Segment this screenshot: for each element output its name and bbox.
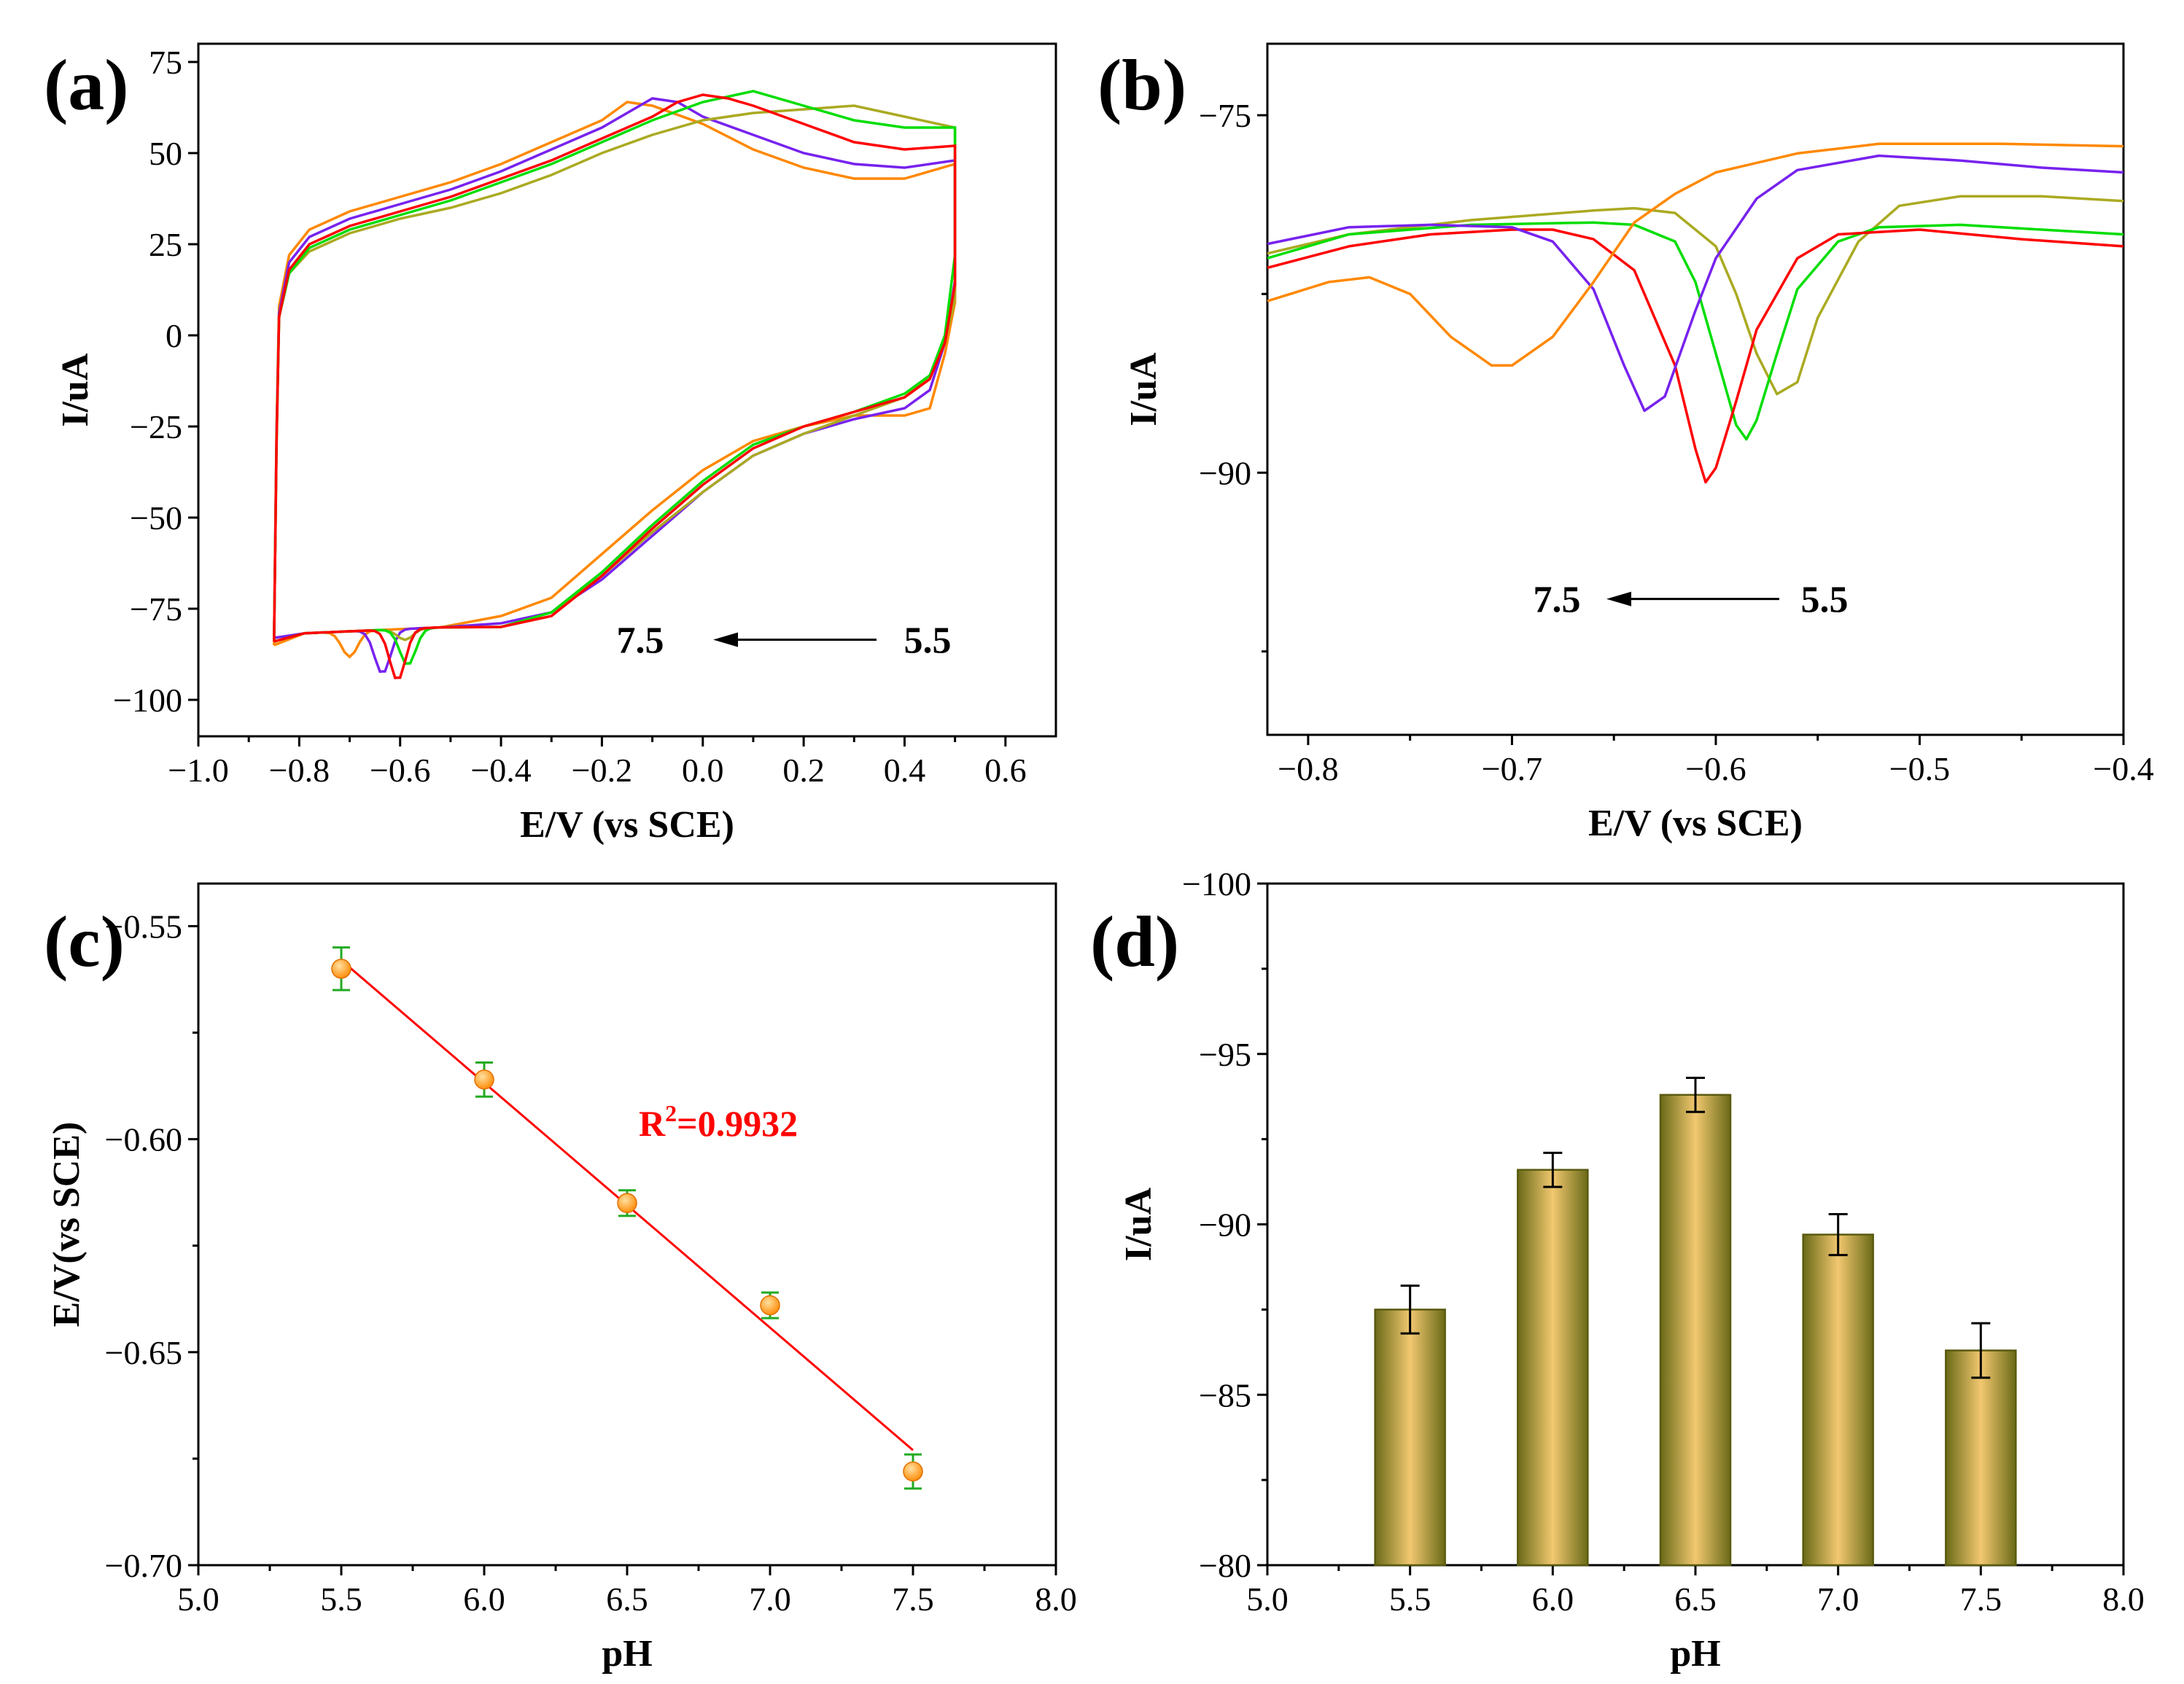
x-tick-label: 7.0: [1817, 1580, 1859, 1618]
x-tick-label: 5.5: [320, 1580, 362, 1618]
r-squared-value: =0.9932: [677, 1103, 798, 1144]
annotation-ph-high: 7.5: [1534, 580, 1581, 621]
r-squared-superscript: 2: [665, 1100, 677, 1126]
bar: [1517, 1169, 1589, 1567]
bar: [1659, 1094, 1732, 1567]
x-tick-label: −1.0: [168, 752, 228, 789]
x-tick-label: −0.6: [370, 752, 430, 789]
arrow-head: [1606, 591, 1631, 607]
annotation-ph-low: 5.5: [1801, 580, 1849, 621]
y-tick-label: −90: [1199, 1207, 1251, 1244]
y-tick-label: −25: [130, 408, 182, 445]
data-point: [331, 959, 351, 979]
y-tick-label: 50: [149, 135, 182, 172]
x-tick-label: −0.8: [269, 752, 330, 789]
r-squared-label: R2=0.9932: [639, 1100, 798, 1144]
y-axis-label: I/uA: [1123, 352, 1165, 426]
panel-label: (a): [44, 44, 129, 125]
y-tick-label: −0.70: [105, 1547, 182, 1584]
x-axis-label: pH: [602, 1633, 652, 1675]
data-point: [760, 1295, 780, 1316]
plot-frame: [197, 42, 1057, 738]
x-axis-label: E/V (vs SCE): [1588, 803, 1803, 844]
cv-curve-series: [273, 93, 957, 679]
y-tick-label: 25: [149, 226, 182, 263]
x-tick-label: 7.5: [892, 1580, 934, 1618]
r-squared-symbol: R: [639, 1103, 666, 1144]
bar: [1802, 1233, 1874, 1567]
x-tick-label: 5.0: [177, 1580, 219, 1618]
panel-c: 5.0 5.5 6.0 6.5 7.0 7.5 8.0 −0.55 −0.60 −0.65 −0.7…: [44, 882, 1077, 1675]
data-point: [903, 1461, 923, 1482]
x-tick-label: −0.2: [572, 752, 632, 789]
plot-frame: [1266, 42, 2125, 736]
dpv-curve-series: [1267, 228, 2124, 484]
x-tick-label: 0.6: [984, 752, 1027, 789]
y-tick-label: −75: [1199, 97, 1251, 134]
y-tick-label: −95: [1199, 1036, 1251, 1073]
y-tick-label: 0: [166, 317, 182, 354]
dpv-curve-series: [1267, 154, 2124, 413]
y-tick-label: −90: [1199, 454, 1251, 491]
y-tick-label: −50: [130, 499, 182, 537]
bar: [1945, 1349, 2017, 1567]
y-tick-label: −85: [1199, 1376, 1251, 1414]
x-tick-label: 0.0: [682, 752, 724, 789]
panel-label: (b): [1097, 44, 1186, 125]
y-tick-label: −100: [113, 682, 182, 719]
panel-b: −0.8 −0.7 −0.6 −0.5 −0.4 −75 −90 E/V (vs SCE) I/…: [1097, 42, 2154, 844]
y-tick-label: −0.60: [105, 1121, 182, 1158]
y-tick-label: −0.55: [105, 908, 182, 945]
x-tick-label: −0.8: [1278, 750, 1338, 787]
x-tick-label: 0.4: [884, 752, 926, 789]
data-point: [474, 1069, 494, 1090]
x-tick-label: 7.0: [749, 1580, 791, 1618]
cv-curve-series: [273, 90, 957, 666]
cv-curve-series: [273, 97, 957, 674]
annotation-ph-low: 5.5: [904, 620, 952, 662]
cv-curve-series: [273, 101, 957, 659]
y-tick-label: 75: [149, 44, 182, 81]
x-tick-label: 6.0: [1532, 1580, 1574, 1618]
panel-d: 5.0 5.5 6.0 6.5 7.0 7.5 8.0 −100 −95 −90 −85 −80 pH I…: [1090, 865, 2145, 1675]
x-tick-label: 8.0: [1035, 1580, 1077, 1618]
data-point: [617, 1193, 637, 1214]
x-tick-label: 7.5: [1960, 1580, 2002, 1618]
x-tick-label: 0.2: [782, 752, 825, 789]
y-tick-label: −100: [1182, 865, 1251, 903]
y-axis-label: E/V(vs SCE): [46, 1122, 88, 1328]
panel-label: (d): [1090, 901, 1179, 982]
dpv-curve-series: [1267, 221, 2124, 441]
arrow-head: [713, 632, 738, 647]
annotation-ph-high: 7.5: [617, 620, 664, 662]
y-axis-label: I/uA: [55, 353, 96, 427]
x-tick-label: −0.7: [1482, 750, 1542, 787]
x-tick-label: 6.5: [1674, 1580, 1717, 1618]
y-axis-label: I/uA: [1118, 1187, 1159, 1261]
x-tick-label: 5.5: [1389, 1580, 1431, 1618]
dpv-curve-series: [1267, 142, 2124, 367]
x-tick-label: 8.0: [2102, 1580, 2145, 1618]
y-tick-label: −80: [1199, 1547, 1251, 1584]
x-tick-label: 6.5: [606, 1580, 648, 1618]
panel-label: (c): [44, 901, 125, 982]
y-tick-label: −75: [130, 590, 182, 628]
panel-a: −1.0 −0.8 −0.6 −0.4 −0.2 0.0 0.2 0.4 0.6 75 50 25 0 −…: [44, 42, 1057, 846]
x-tick-label: −0.4: [470, 752, 531, 789]
plot-frame: [197, 882, 1057, 1567]
x-tick-label: 6.0: [463, 1580, 505, 1618]
x-tick-label: −0.6: [1685, 750, 1746, 787]
x-tick-label: 5.0: [1246, 1580, 1289, 1618]
x-axis-label: E/V (vs SCE): [520, 804, 734, 846]
y-tick-label: −0.65: [105, 1334, 182, 1371]
dpv-curve-series: [1267, 195, 2124, 396]
x-tick-label: −0.4: [2093, 750, 2153, 787]
x-tick-label: −0.5: [1889, 750, 1950, 787]
x-axis-label: pH: [1670, 1633, 1720, 1675]
bar: [1374, 1309, 1446, 1567]
